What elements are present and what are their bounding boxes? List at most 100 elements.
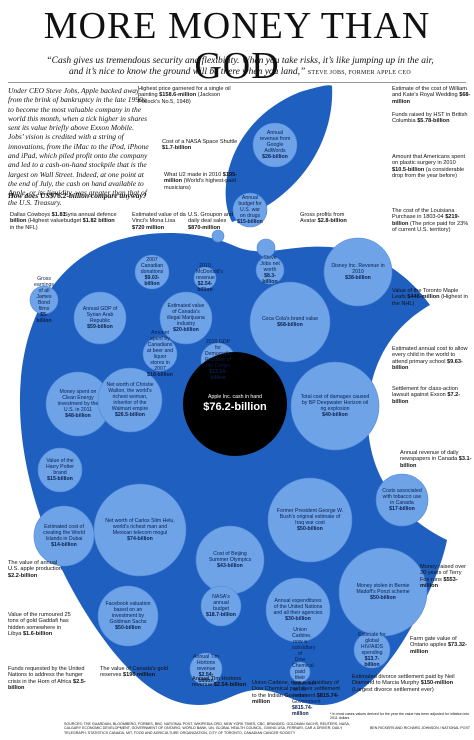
bubble-25 [142, 336, 178, 372]
bubble-17 [255, 255, 285, 285]
callout-label: Annual revenue of daily newspapers in Ca… [400, 450, 472, 469]
bubble-value: $28-billion [262, 154, 288, 160]
bubble-label: Amount spent by Canadians at beer and li… [147, 330, 174, 378]
callout-text: Amount that Americans spent on plastic s… [392, 154, 466, 167]
callout-label: The value of annual U.S. apple productio… [8, 560, 63, 579]
bubble-label-text: Costs associated with tobacco use in Can… [382, 488, 422, 506]
bubble-36 [375, 473, 429, 527]
callout-note: (World's highest-paid musicians) [164, 178, 236, 191]
callout-label: Value of the rumoured 25 tons of gold Ga… [8, 612, 73, 638]
bubble-label-text: Estimated value of Canada's illegal Mari… [167, 303, 205, 327]
callout-value: $815.74-million [252, 692, 339, 706]
bubble-label: Former President George W. Bush's origin… [277, 508, 344, 532]
bubble-label: Net worth of Carlos Slim Helu, world's r… [103, 518, 177, 542]
callout-text: Value of the rumoured 25 tons of gold Ga… [8, 612, 71, 638]
bubble-label: Estimated cost of creating the World Isl… [40, 524, 88, 548]
byline: BEN RICKERS AND RICHARD JOHNSON / NATION… [370, 726, 471, 730]
intro-text: Under CEO Steve Jobs, Apple backed away … [8, 86, 149, 207]
bubble-label-text: Money spent on Clean Energy investment b… [57, 389, 99, 413]
callout-value: $2.2-billion [8, 572, 38, 579]
bubble-label-text: NASA's annual budget [212, 594, 230, 612]
bubble-22 [159, 291, 213, 345]
callout-value: $5.78-billion [417, 118, 450, 125]
bubble-3 [252, 122, 298, 168]
center-bubble [183, 352, 287, 456]
quote-text: “Cash gives us tremendous security and f… [46, 56, 434, 77]
bubble-42 [97, 585, 159, 647]
quote: “Cash gives us tremendous security and f… [40, 56, 440, 79]
bubble-44 [265, 577, 331, 643]
sources: SOURCES: THE GUARDIAN, BLOOMBERG, FORBES… [64, 722, 350, 735]
bubble-label-text: Annual Tim Hortons revenue [193, 654, 219, 672]
bubble-value: $59-billion [87, 324, 113, 330]
callout-label: Money raised over 30 years of Terry Fox … [420, 564, 470, 590]
bubble-label-text: Coca Cola's brand value [261, 316, 319, 322]
callout-label: Settlement for class-action lawsuit agai… [392, 386, 472, 405]
bubble-value: $50-billion [297, 526, 323, 532]
callout-note: (Highest in the NHL) [392, 294, 468, 307]
bubble-value: $9.03-billion [144, 275, 160, 287]
bubble-label-text: 2010 GDP for Democratic Republic of the … [204, 339, 232, 369]
bubble-label: NASA's annual budget $18.7-billion [205, 594, 237, 618]
bubble-value: $17-billion [389, 506, 415, 512]
bubble-label-text: Amount spent by Canadians at beer and li… [146, 330, 174, 372]
callout-text: Estimated value of da Vinci's Mona Lisa [132, 212, 186, 225]
callout-value: $73.32-million [410, 642, 467, 655]
bubble-value: $40-billion [322, 412, 348, 418]
callout-label: Value of the Toronto Maple Leafs $446-mi… [392, 288, 472, 307]
bubble-value: $50-billion [370, 595, 396, 601]
callout-value: $158.6-million [159, 92, 197, 99]
callout-label: Highest price garnered for a single oil … [138, 86, 233, 105]
bubble-20 [29, 285, 59, 315]
callout-label: Syria annual defence budget $1.82 billio… [64, 212, 122, 225]
bubble-label: Coca Cola's brand value $68-billion [258, 316, 322, 328]
quote-attribution: STEVE JOBS, FORMER APPLE CEO [307, 70, 411, 76]
bubble-value: $43-billion [217, 563, 243, 569]
bubble-label: Disney Inc. Revenue in 2010 $38-billion [331, 263, 385, 281]
bubble-16 [193, 266, 217, 290]
bubble-label: Annual expenditures of the United Nation… [273, 598, 324, 622]
callout-text: Funds requested by the United Nations to… [8, 666, 85, 685]
callout-value: $446-million [407, 294, 440, 301]
bubble-45 [353, 631, 391, 669]
bubble-49 [189, 652, 223, 686]
callout-text: U.S. Groupon and daily deal sales [188, 212, 234, 225]
bubble-value: $68-billion [277, 322, 303, 328]
callout-value: $7.2-billion [392, 392, 461, 405]
bubble-31 [37, 447, 83, 493]
bubble-label-text: Former President George W. Bush's origin… [276, 508, 344, 526]
bubble-23 [249, 281, 331, 363]
bubble-label: Cost of Beijing Summer Olympics $43-billi… [203, 551, 257, 569]
bubble-label-text: Net worth of Carlos Slim Helu, world's r… [105, 518, 175, 536]
callout-note: (a considerable drop from the year befor… [392, 166, 465, 180]
bubble-12 [211, 229, 225, 243]
bubble-label-text: Money stolen in Bernie Madoff's Ponzi sc… [356, 583, 410, 595]
callout-label: Farm gate value of Ontario apples $73.32… [410, 636, 474, 655]
bubble-label-text: Annual revenue from Google AdWords [259, 130, 291, 154]
bubble-value: $2.54-billion [197, 281, 213, 293]
bubble-34 [93, 483, 187, 577]
bubble-label: Facebook valuation based on an investmen… [104, 601, 152, 631]
bubble-18 [323, 237, 393, 307]
bubble-29 [290, 361, 380, 451]
callout-value: $219-billion [392, 214, 460, 227]
bubble-value: $13.14-billion [209, 369, 227, 381]
callout-text: The value of annual U.S. apple productio… [8, 560, 62, 573]
callout-text: The cost of the Louisiana Purchase in 18… [392, 208, 455, 221]
bubble-label: Annual GDP of Syrian Arab Republic $59-bi… [79, 306, 121, 330]
callout-value: $68-million [392, 92, 471, 105]
callout-value: $1.82 billion [82, 218, 115, 225]
bubble-21 [73, 291, 127, 345]
bubble-label-text: Disney Inc. Revenue in 2010 [331, 263, 385, 275]
bubble-label: Net worth of Christie Walton, the world'… [105, 382, 156, 418]
callout-note: (Highest value in the NFL) [10, 218, 64, 231]
bubble-label-text: Total cost of damages caused by BP Deepw… [300, 394, 370, 412]
bubble-label-text: Annual expenditures of the United Nation… [273, 598, 323, 616]
callout-text: Cost of a NASA Space Shuttle [162, 139, 238, 145]
callout-text: Money raised over 30 years of Terry Fox … [420, 564, 467, 583]
bubble-label-text: Annual GDP of Syrian Arab Republic [82, 306, 118, 324]
callout-label: Estimated value of da Vinci's Mona Lisa … [132, 212, 187, 231]
callout-text: Estimated divorce settlement paid by Nei… [352, 674, 455, 687]
bubble-label: Steve Jobs net worth $8.3-billion [259, 255, 281, 285]
callout-text: Value of the Toronto Maple Leafs [392, 288, 459, 301]
